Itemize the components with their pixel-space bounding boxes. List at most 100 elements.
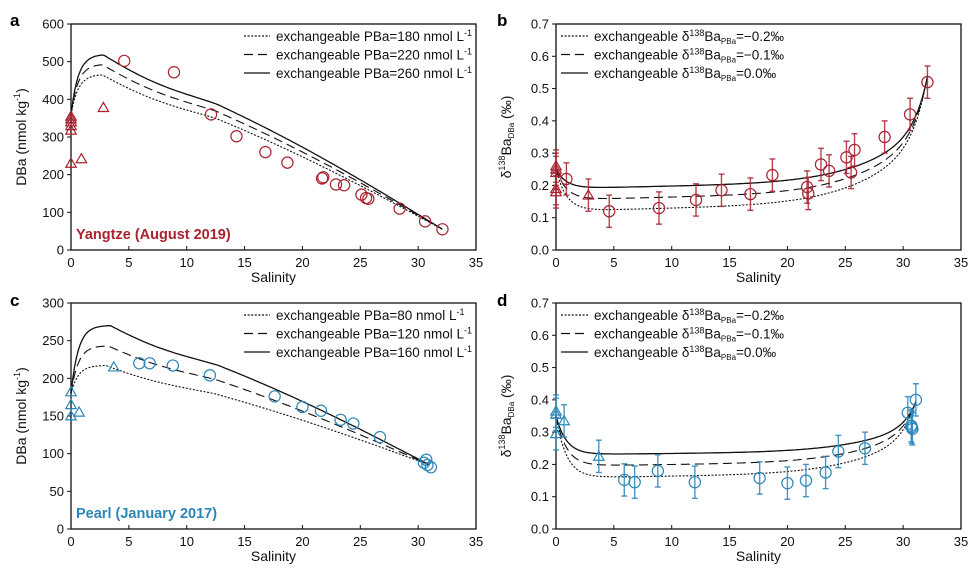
y-axis-label: DBa (nmol kg-1) — [12, 88, 29, 186]
legend-entry: exchangeable δ138BaPBa=−0.2‰ — [594, 28, 785, 46]
y-axis-label: DBa (nmol kg-1) — [12, 367, 29, 465]
circle-point — [689, 193, 703, 207]
model-curve-dotted — [555, 75, 928, 211]
y-tick-label: 50 — [50, 484, 64, 499]
circle-point — [715, 184, 728, 197]
circle-point — [315, 172, 329, 185]
x-tick-label: 25 — [838, 255, 852, 270]
river-label: Pearl (January 2017) — [76, 506, 217, 522]
y-tick-label: 200 — [42, 167, 64, 182]
circle-point — [844, 166, 858, 179]
circle-point — [921, 75, 934, 89]
circle-point — [204, 108, 218, 121]
circle-point — [296, 400, 309, 414]
triangle-point — [549, 185, 563, 197]
x-tick-label: 20 — [295, 534, 309, 549]
x-tick-label: 10 — [179, 534, 193, 549]
model-curve-dotted — [70, 364, 430, 466]
circle-point — [819, 466, 832, 479]
model-curve-dashed — [555, 401, 917, 466]
legend-entry: exchangeable PBa=120 nmol L-1 — [276, 326, 472, 342]
circle-point — [314, 404, 328, 417]
x-tick-label: 0 — [552, 255, 559, 270]
panel-letter: a — [10, 11, 20, 30]
circle-point — [317, 171, 330, 184]
circle-point — [133, 357, 146, 370]
panel-b: b 0 5 10 15 20 25 30 35 0.0 0.1 0.2 0.3 0.4 0.5 0.6 0.7 S… — [497, 11, 968, 285]
x-tick-label: 15 — [722, 534, 736, 549]
x-tick-label: 30 — [411, 255, 425, 270]
triangle-point — [592, 449, 606, 461]
y-tick-label: 0.4 — [531, 113, 549, 128]
circle-point — [203, 369, 217, 382]
y-tick-label: 150 — [42, 409, 64, 424]
circle-point — [822, 164, 836, 178]
circle-point — [802, 187, 815, 200]
legend-entry: exchangeable δ138BaPBa=−0.2‰ — [594, 307, 785, 325]
circle-point — [259, 145, 272, 159]
y-tick-label: 0.6 — [531, 328, 549, 343]
x-tick-label: 15 — [237, 255, 251, 270]
circle-point — [781, 476, 794, 490]
x-tick-label: 25 — [838, 534, 852, 549]
x-tick-label: 30 — [896, 255, 910, 270]
y-tick-label: 400 — [42, 92, 64, 107]
circle-point — [651, 464, 665, 478]
panel-d: d 0 5 10 15 20 25 30 35 0.0 0.1 0.2 0.3 0.4 0.5 0.6 0.7 S… — [497, 291, 968, 564]
y-tick-label: 300 — [42, 296, 64, 311]
x-tick-label: 30 — [896, 534, 910, 549]
panel-letter: d — [497, 291, 507, 310]
circle-point — [337, 179, 351, 192]
y-tick-label: 300 — [42, 130, 64, 145]
circle-point — [118, 54, 131, 68]
x-tick-label: 25 — [353, 534, 367, 549]
triangle-point — [75, 152, 88, 164]
y-tick-label: 600 — [42, 17, 64, 32]
x-tick-label: 10 — [179, 255, 193, 270]
circle-point — [799, 474, 813, 487]
legend-entry: exchangeable PBa=180 nmol L-1 — [276, 28, 472, 44]
x-tick-label: 5 — [610, 534, 617, 549]
circle-point — [901, 406, 914, 419]
legend-entry: exchangeable δ138BaPBa=0.0‰ — [594, 65, 777, 83]
x-tick-label: 0 — [552, 534, 559, 549]
model-curve-dotted — [555, 400, 917, 478]
circle-point — [329, 178, 343, 191]
circle-point — [143, 357, 156, 370]
y-tick-label: 0.2 — [531, 178, 549, 193]
legend-entry: exchangeable δ138BaPBa=0.0‰ — [594, 344, 777, 362]
circle-point — [268, 390, 281, 403]
x-tick-label: 35 — [954, 534, 968, 549]
circle-point — [393, 202, 406, 215]
circle-point — [903, 108, 917, 121]
y-tick-label: 0.3 — [531, 425, 549, 440]
x-tick-label: 30 — [411, 534, 425, 549]
y-tick-label: 0.7 — [531, 17, 549, 32]
triangle-point — [549, 166, 563, 178]
circle-point — [166, 359, 180, 372]
panel-letter: c — [10, 291, 19, 310]
triangle-point — [582, 188, 595, 200]
x-tick-label: 5 — [610, 255, 617, 270]
y-tick-label: 500 — [42, 54, 64, 69]
circle-point — [878, 130, 891, 144]
x-tick-label: 20 — [780, 255, 794, 270]
circle-point — [347, 417, 360, 430]
circle-point — [800, 180, 814, 194]
triangle-point — [557, 414, 571, 426]
circle-point — [753, 471, 766, 485]
y-tick-label: 0 — [57, 522, 64, 537]
circle-point — [373, 430, 387, 444]
x-axis-label: Salinity — [251, 269, 296, 285]
circle-point — [230, 130, 243, 143]
y-tick-label: 0.5 — [531, 360, 549, 375]
x-tick-label: 20 — [780, 534, 794, 549]
y-tick-label: 0.0 — [531, 243, 549, 258]
triangle-point — [64, 112, 78, 124]
triangle-point — [107, 360, 121, 372]
triangle-point — [64, 123, 78, 135]
circle-point — [418, 215, 432, 228]
triangle-point — [64, 398, 78, 410]
plot-frame — [70, 302, 477, 530]
circle-point — [814, 158, 828, 171]
